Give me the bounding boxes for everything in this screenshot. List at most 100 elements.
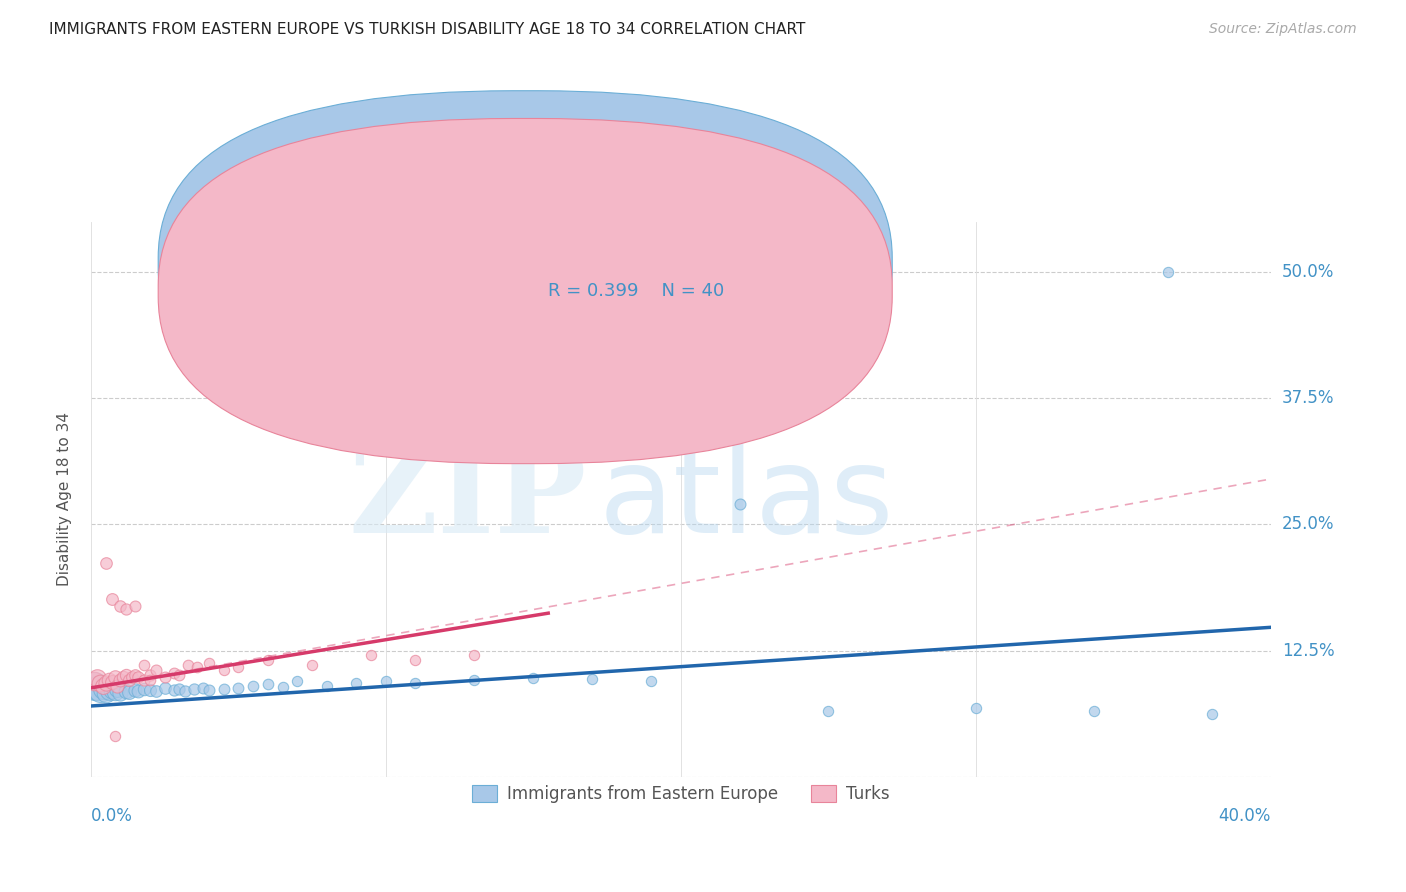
Point — [83, 673, 105, 688]
Point — [242, 679, 264, 693]
Point — [316, 679, 339, 693]
Legend: Immigrants from Eastern Europe, Turks: Immigrants from Eastern Europe, Turks — [465, 779, 897, 810]
Point — [463, 673, 485, 687]
Point — [198, 682, 221, 697]
Point — [91, 679, 114, 693]
Text: 0.0%: 0.0% — [91, 807, 132, 825]
Point — [169, 667, 191, 681]
Point — [94, 686, 117, 700]
Point — [162, 665, 184, 680]
Point — [139, 682, 162, 697]
Point — [522, 671, 544, 685]
Point — [174, 684, 197, 698]
Point — [103, 670, 125, 684]
Text: atlas: atlas — [599, 441, 894, 558]
Text: 50.0%: 50.0% — [1282, 263, 1334, 281]
Point — [257, 677, 280, 691]
Point — [346, 675, 368, 690]
Point — [271, 680, 294, 694]
Point — [132, 657, 155, 672]
Point — [360, 648, 382, 662]
Point — [97, 673, 120, 687]
Text: 25.0%: 25.0% — [1282, 516, 1334, 533]
Point — [100, 674, 122, 689]
Point — [228, 681, 250, 695]
Point — [100, 682, 122, 697]
Point — [177, 657, 200, 672]
Point — [121, 670, 143, 684]
Point — [145, 663, 167, 677]
Point — [115, 667, 138, 681]
Point — [1083, 704, 1105, 718]
Point — [463, 648, 485, 662]
Y-axis label: Disability Age 18 to 34: Disability Age 18 to 34 — [58, 412, 72, 586]
Point — [124, 667, 146, 681]
Point — [301, 657, 323, 672]
Point — [153, 681, 176, 695]
Text: R = 0.259    N = 43: R = 0.259 N = 43 — [547, 254, 724, 272]
Point — [103, 729, 125, 743]
Point — [287, 673, 309, 688]
Text: 40.0%: 40.0% — [1219, 807, 1271, 825]
Point — [191, 681, 214, 695]
Point — [581, 672, 603, 686]
FancyBboxPatch shape — [492, 244, 858, 316]
Point — [965, 701, 987, 715]
Point — [728, 497, 751, 511]
Point — [91, 681, 114, 696]
Point — [132, 681, 155, 696]
Text: Source: ZipAtlas.com: Source: ZipAtlas.com — [1209, 22, 1357, 37]
Point — [257, 652, 280, 666]
Point — [1201, 707, 1223, 722]
Text: R = 0.399    N = 40: R = 0.399 N = 40 — [547, 282, 724, 300]
Point — [404, 675, 426, 690]
Point — [83, 679, 105, 693]
Point — [375, 673, 398, 688]
Point — [124, 682, 146, 697]
Point — [86, 671, 108, 685]
FancyBboxPatch shape — [159, 119, 893, 464]
Point — [817, 704, 839, 718]
Point — [186, 659, 208, 673]
Point — [110, 599, 132, 613]
Text: IMMIGRANTS FROM EASTERN EUROPE VS TURKISH DISABILITY AGE 18 TO 34 CORRELATION CH: IMMIGRANTS FROM EASTERN EUROPE VS TURKIS… — [49, 22, 806, 37]
Point — [640, 673, 662, 688]
Point — [118, 685, 141, 699]
Point — [89, 675, 111, 690]
Point — [86, 681, 108, 695]
Point — [228, 659, 250, 673]
FancyBboxPatch shape — [159, 91, 893, 436]
Point — [110, 686, 132, 700]
Point — [94, 675, 117, 690]
Text: 37.5%: 37.5% — [1282, 389, 1334, 408]
Point — [89, 684, 111, 698]
Point — [162, 682, 184, 697]
Point — [404, 652, 426, 666]
Point — [97, 684, 120, 698]
Point — [94, 556, 117, 570]
Text: 12.5%: 12.5% — [1282, 641, 1334, 659]
Point — [118, 673, 141, 687]
Point — [115, 684, 138, 698]
Point — [100, 592, 122, 607]
Point — [112, 670, 135, 684]
Point — [1157, 265, 1180, 279]
Point — [145, 684, 167, 698]
Point — [127, 684, 149, 698]
Point — [139, 673, 162, 687]
Point — [183, 681, 205, 696]
Point — [169, 681, 191, 696]
Point — [107, 679, 129, 693]
Text: ZIP: ZIP — [349, 440, 586, 558]
Point — [127, 670, 149, 684]
Point — [198, 656, 221, 670]
Point — [115, 602, 138, 616]
Point — [153, 670, 176, 684]
Point — [107, 681, 129, 696]
Point — [124, 599, 146, 613]
Point — [212, 663, 235, 677]
Point — [103, 685, 125, 699]
Point — [139, 667, 162, 681]
Point — [132, 673, 155, 687]
Point — [110, 673, 132, 687]
